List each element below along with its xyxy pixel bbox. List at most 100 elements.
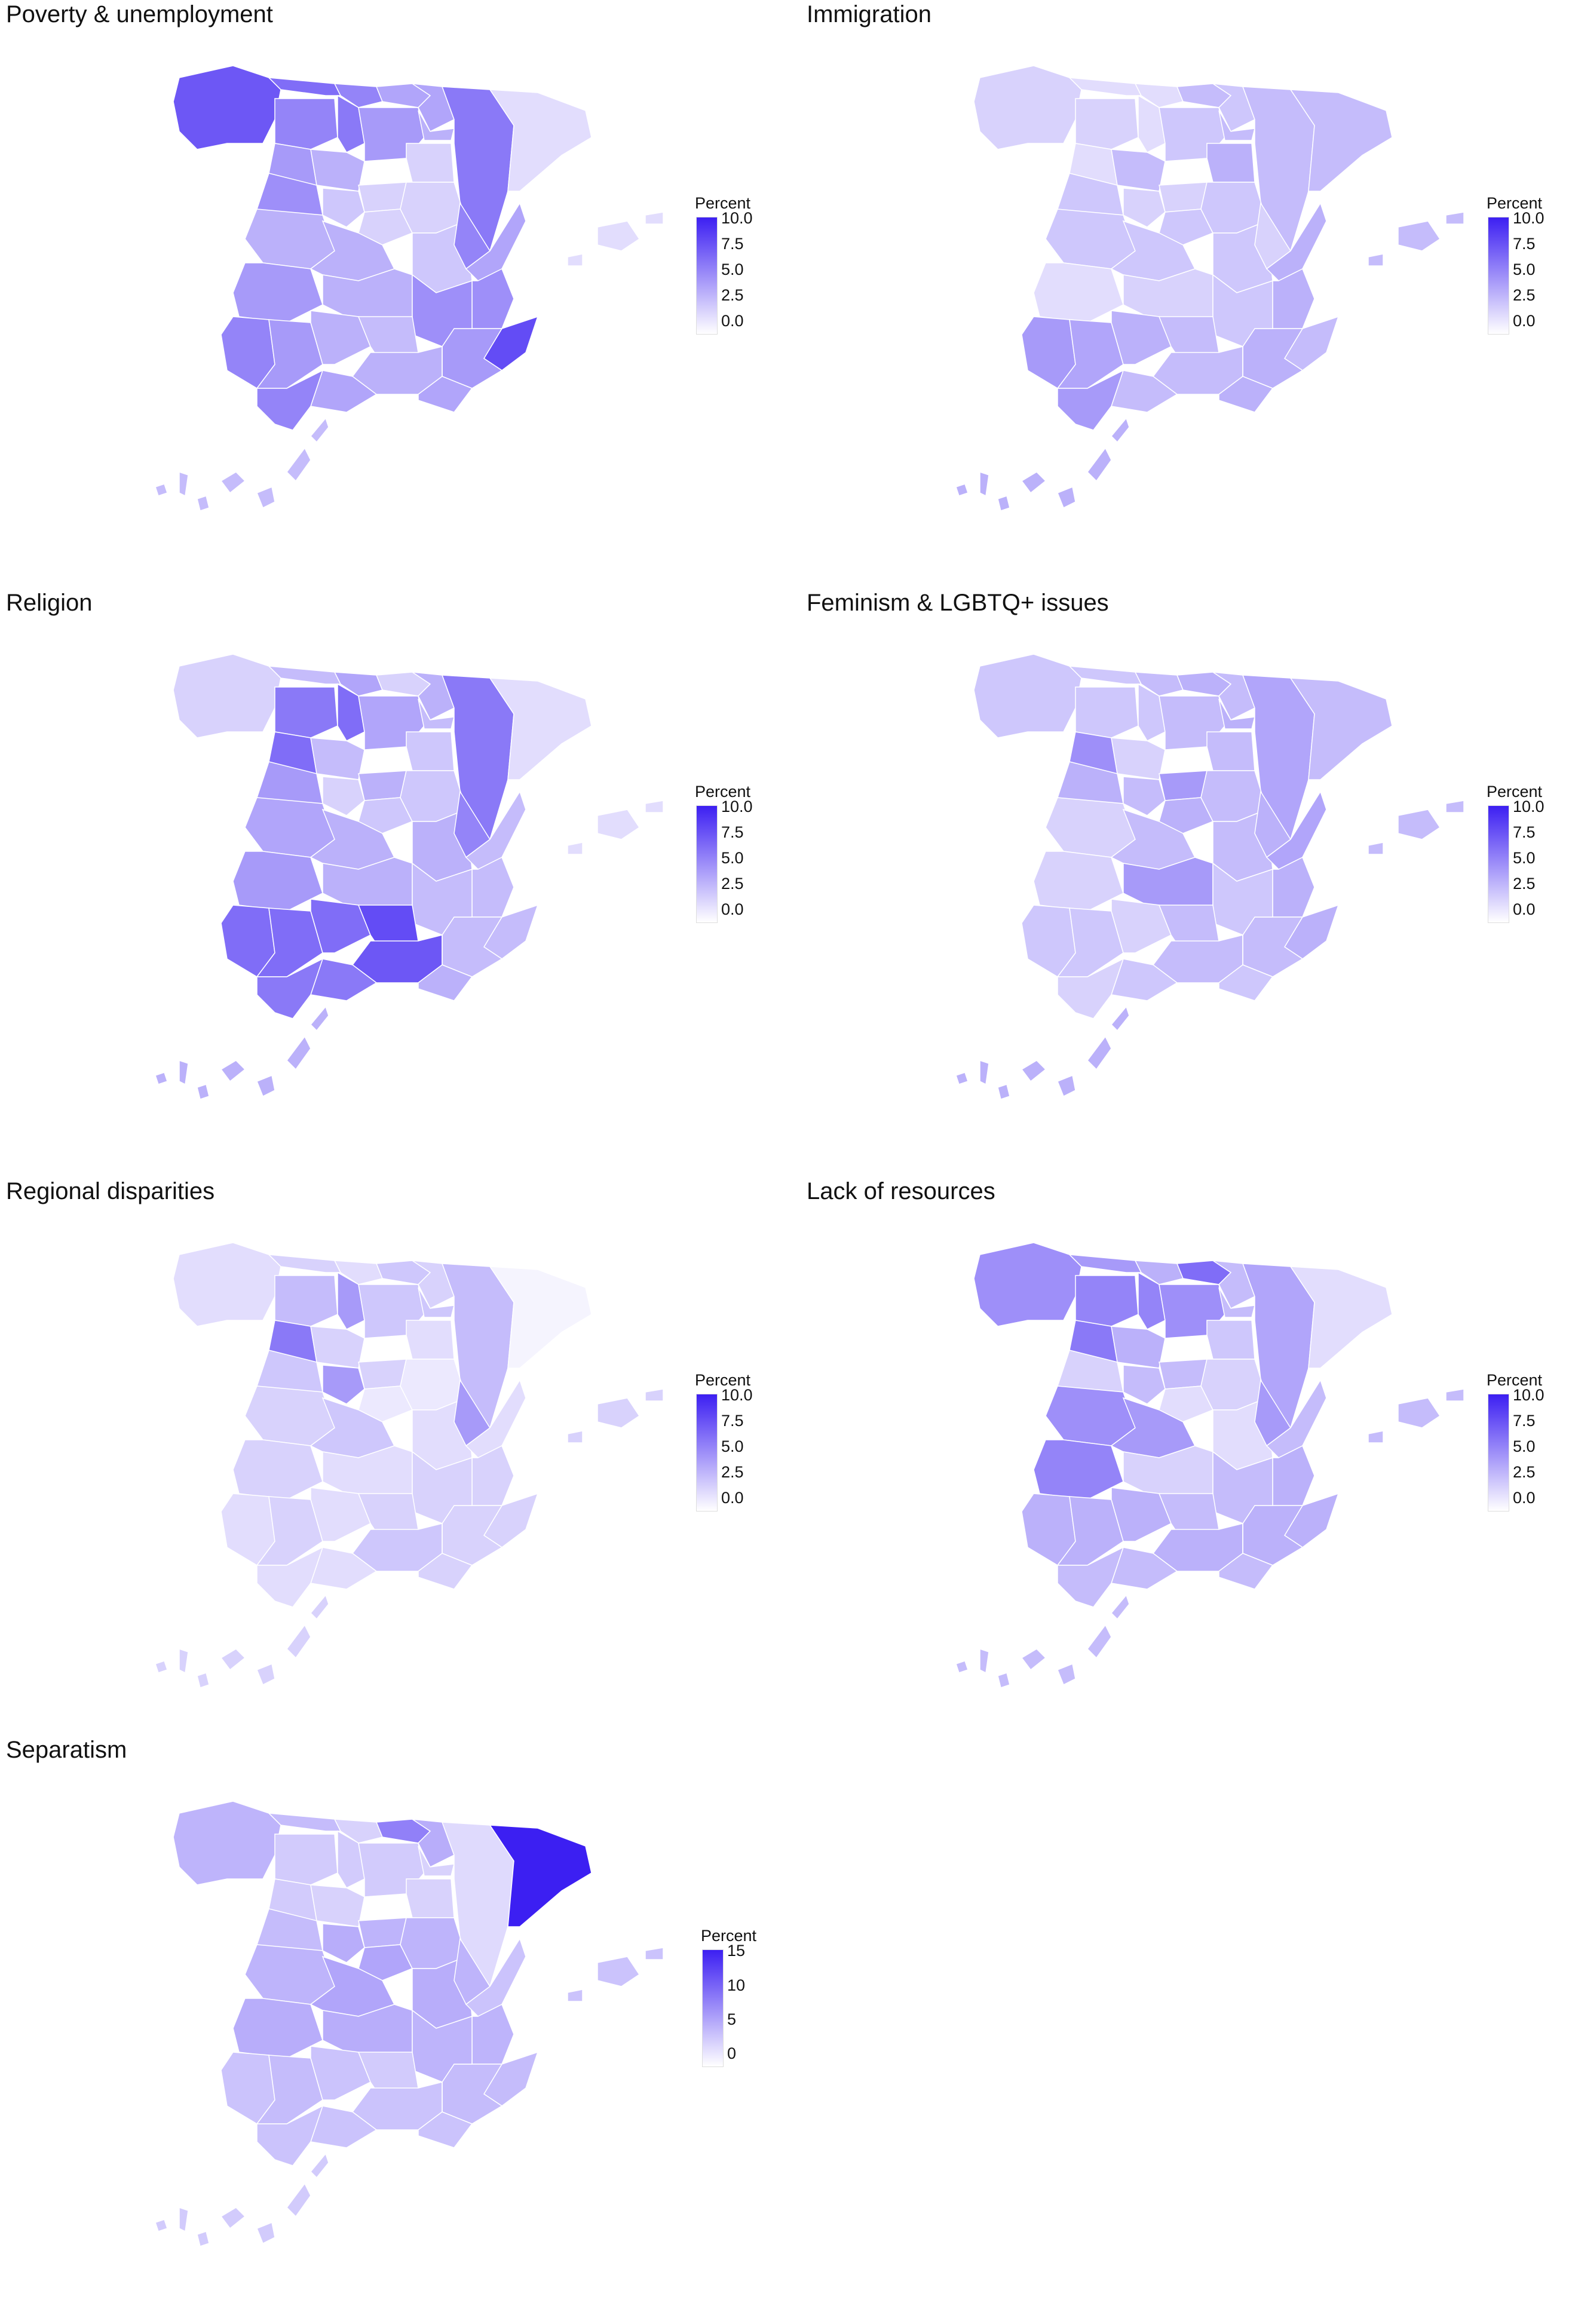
legend: Percent 10.0 7.5 5.0 2.5 0.0: [690, 194, 786, 349]
legend: Percent 10.0 7.5 5.0 2.5 0.0: [690, 1371, 786, 1526]
panel-regional-disparities: Regional disparities Percent 10.0 7.5 5.…: [0, 1177, 785, 1762]
region-badajoz: [232, 1998, 323, 2059]
choropleth-map: [801, 1231, 1488, 1762]
region-canarias: [155, 1594, 329, 1688]
region-leon: [1075, 1275, 1139, 1327]
region-madrid: [1159, 1385, 1214, 1422]
legend-tick-label: 0.0: [721, 900, 744, 918]
region-avila: [322, 1923, 365, 1963]
legend-tick-label: 5.0: [721, 1437, 744, 1455]
region-cantabria: [333, 83, 384, 108]
legend: Percent 10.0 7.5 5.0 2.5 0.0: [690, 783, 786, 938]
region-baleares: [1368, 1388, 1464, 1443]
region-valladolid: [310, 149, 365, 192]
legend-tick-label: 2.5: [721, 286, 744, 304]
region-canarias: [155, 1005, 329, 1100]
legend-title: Percent: [695, 1371, 751, 1389]
region-almeria: [1218, 935, 1274, 1001]
legend-tick-label: 10.0: [721, 1386, 753, 1404]
legend-tick-label: 10.0: [1513, 798, 1545, 815]
legend-color-bar: [1488, 217, 1509, 335]
region-leon: [274, 1275, 338, 1327]
legend-tick-label: 5.0: [721, 260, 744, 278]
legend-title: Percent: [1487, 783, 1543, 801]
region-leon: [1075, 98, 1139, 150]
panel-separatism: Separatism Percent 15 10 5 0: [0, 1736, 785, 2321]
region-avila: [1123, 1365, 1166, 1405]
region-baleares: [567, 1947, 664, 2002]
region-asturias: [268, 1254, 342, 1273]
legend-title: Percent: [695, 194, 751, 212]
legend-tick-label: 7.5: [1513, 1412, 1536, 1430]
legend-tick-label: 5.0: [1513, 260, 1536, 278]
region-caceres: [1045, 1385, 1136, 1446]
region-galicia: [973, 654, 1082, 738]
region-madrid: [358, 797, 413, 834]
region-soria: [406, 143, 455, 183]
region-cantabria: [1134, 1260, 1184, 1285]
region-la-rioja: [1218, 698, 1255, 729]
region-madrid: [1159, 209, 1214, 246]
region-galicia: [973, 1242, 1082, 1327]
region-cataluna: [489, 1825, 592, 1927]
legend-tick-label: 0.0: [721, 1489, 744, 1507]
region-asturias: [268, 1813, 342, 1832]
choropleth-map: [0, 1231, 687, 1762]
legend-color-bar: [702, 1949, 724, 2067]
region-valladolid: [1111, 149, 1166, 192]
region-madrid: [358, 1385, 413, 1422]
region-segovia: [358, 1917, 407, 1948]
region-soria: [406, 731, 455, 771]
legend-tick-label: 0: [727, 2044, 737, 2062]
legend-tick-label: 2.5: [1513, 286, 1536, 304]
region-segovia: [358, 1359, 407, 1390]
legend-color-bar: [696, 1394, 718, 1511]
legend: Percent 10.0 7.5 5.0 2.5 0.0: [1482, 1371, 1569, 1526]
legend: Percent 10.0 7.5 5.0 2.5 0.0: [1482, 194, 1569, 349]
region-galicia: [173, 1801, 281, 1885]
panel-title: Poverty & unemployment: [6, 1, 273, 27]
region-avila: [1123, 776, 1166, 816]
panel-poverty-unemployment: Poverty & unemployment Percent 10.0 7.5 …: [0, 0, 785, 585]
region-almeria: [1218, 1523, 1274, 1590]
region-palencia: [1138, 683, 1166, 741]
region-valladolid: [1111, 1326, 1166, 1369]
region-cataluna: [1289, 677, 1393, 780]
region-segovia: [1159, 770, 1208, 801]
region-almeria: [418, 1523, 473, 1590]
region-palencia: [337, 94, 365, 153]
region-canarias: [155, 2153, 329, 2247]
region-leon: [1075, 686, 1139, 738]
panel-title: Feminism & LGBTQ+ issues: [807, 590, 1109, 616]
region-badajoz: [1033, 851, 1124, 912]
region-avila: [322, 188, 365, 228]
map-svg: [955, 654, 1464, 1100]
region-segovia: [1159, 182, 1208, 213]
panel-immigration: Immigration Percent 10.0 7.5 5.0 2.5 0.0: [801, 0, 1569, 585]
panel-title: Religion: [6, 590, 93, 616]
region-valladolid: [310, 1884, 365, 1927]
legend: Percent 15 10 5 0: [696, 1927, 792, 2082]
region-almeria: [418, 935, 473, 1001]
legend-tick-label: 5: [727, 2010, 737, 2028]
region-baleares: [567, 211, 664, 266]
choropleth-map: [0, 1789, 687, 2321]
region-cantabria: [1134, 83, 1184, 108]
region-galicia: [973, 65, 1082, 150]
region-cadiz: [1057, 369, 1124, 431]
region-madrid: [358, 209, 413, 246]
region-galicia: [173, 654, 281, 738]
region-caceres: [244, 1385, 335, 1446]
choropleth-map: [801, 642, 1488, 1174]
region-badajoz: [232, 1439, 323, 1500]
map-svg: [155, 65, 664, 511]
legend-tick-label: 7.5: [721, 823, 744, 841]
legend-tick-label: 7.5: [1513, 823, 1536, 841]
region-asturias: [268, 77, 342, 96]
region-soria: [406, 1320, 455, 1360]
legend-tick-label: 0.0: [1513, 900, 1536, 918]
panel-title: Regional disparities: [6, 1178, 215, 1204]
region-asturias: [1068, 77, 1142, 96]
region-avila: [1123, 188, 1166, 228]
region-badajoz: [1033, 262, 1124, 323]
